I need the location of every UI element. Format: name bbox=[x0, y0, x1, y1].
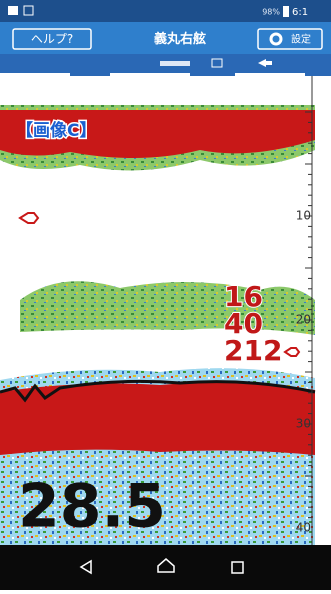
depth-label: 30 bbox=[296, 417, 311, 431]
tab-line bbox=[0, 73, 70, 76]
range-indicator bbox=[160, 61, 190, 66]
fish-reading: 212 bbox=[224, 334, 282, 367]
depth-label: 10 bbox=[296, 209, 311, 223]
help-label[interactable]: ヘルプ? bbox=[31, 32, 73, 46]
tab-line bbox=[235, 73, 305, 76]
fish-school bbox=[20, 281, 315, 335]
battery-icon bbox=[283, 6, 289, 17]
status-bar bbox=[0, 0, 331, 22]
seabed bbox=[0, 382, 315, 455]
tab-line bbox=[110, 73, 190, 76]
battery-text: 98% bbox=[262, 8, 280, 17]
image-label: 【画像C】 bbox=[16, 120, 96, 141]
page: 98% 6:1 ヘルプ? 義丸右舷 設定 【画像C】 10203040 1640… bbox=[0, 0, 331, 590]
depth-label: 20 bbox=[296, 313, 311, 327]
app-screen: 98% 6:1 ヘルプ? 義丸右舷 設定 【画像C】 10203040 1640… bbox=[0, 0, 331, 590]
depth-reading: 28.5 bbox=[18, 472, 166, 542]
depth-label: 40 bbox=[296, 521, 311, 535]
status-icon bbox=[8, 6, 18, 15]
clock: 6:1 bbox=[292, 7, 308, 18]
app-title: 義丸右舷 bbox=[154, 31, 206, 47]
nav-bar bbox=[0, 545, 331, 590]
settings-label[interactable]: 設定 bbox=[291, 33, 311, 46]
